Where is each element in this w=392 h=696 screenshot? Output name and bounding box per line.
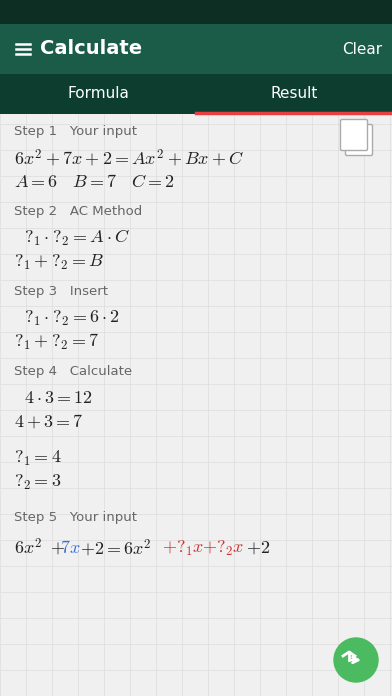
Text: $+ 2 = 6x^2$: $+ 2 = 6x^2$	[80, 537, 152, 559]
Text: $4 \cdot 3 = 12$: $4 \cdot 3 = 12$	[24, 389, 93, 407]
Text: Step 4   Calculate: Step 4 Calculate	[14, 365, 132, 379]
Text: $+ 2$: $+ 2$	[246, 539, 270, 557]
FancyBboxPatch shape	[0, 0, 392, 24]
Text: $?_1 = 4$: $?_1 = 4$	[14, 448, 62, 468]
Text: $+?_1x$: $+?_1x$	[162, 539, 204, 557]
Text: Formula: Formula	[67, 86, 129, 102]
Text: $A = 6\quad B = 7\quad C = 2$: $A = 6\quad B = 7\quad C = 2$	[14, 173, 175, 191]
Text: $6x^2$: $6x^2$	[14, 538, 42, 558]
Text: $+?_2x$: $+?_2x$	[202, 539, 244, 557]
FancyBboxPatch shape	[0, 24, 392, 74]
Text: Step 1   Your input: Step 1 Your input	[14, 125, 137, 139]
Text: Step 2   AC Method: Step 2 AC Method	[14, 205, 142, 219]
Text: $+$: $+$	[50, 539, 65, 557]
Text: $?_1 \cdot ?_2 = A \cdot C$: $?_1 \cdot ?_2 = A \cdot C$	[24, 228, 130, 248]
Text: $?_1 + ?_2 = B$: $?_1 + ?_2 = B$	[14, 253, 104, 271]
Text: $7x$: $7x$	[60, 539, 80, 557]
FancyBboxPatch shape	[345, 125, 372, 155]
Text: $?_1 \cdot ?_2 = 6 \cdot 2$: $?_1 \cdot ?_2 = 6 \cdot 2$	[24, 308, 120, 328]
Text: $?_1 + ?_2 = 7$: $?_1 + ?_2 = 7$	[14, 332, 99, 352]
Text: Clear: Clear	[342, 42, 382, 56]
Circle shape	[334, 638, 378, 682]
Text: $6x^2 + 7x + 2 = Ax^2 + Bx + C$: $6x^2 + 7x + 2 = Ax^2 + Bx + C$	[14, 148, 244, 168]
Text: Step 3   Insert: Step 3 Insert	[14, 285, 108, 299]
Text: $4 + 3 = 7$: $4 + 3 = 7$	[14, 413, 83, 431]
FancyBboxPatch shape	[341, 120, 367, 150]
Text: $?_2 = 3$: $?_2 = 3$	[14, 473, 62, 491]
Text: Calculate: Calculate	[40, 40, 142, 58]
Text: Step 5   Your input: Step 5 Your input	[14, 512, 137, 525]
FancyBboxPatch shape	[0, 74, 392, 114]
Text: Result: Result	[270, 86, 318, 102]
